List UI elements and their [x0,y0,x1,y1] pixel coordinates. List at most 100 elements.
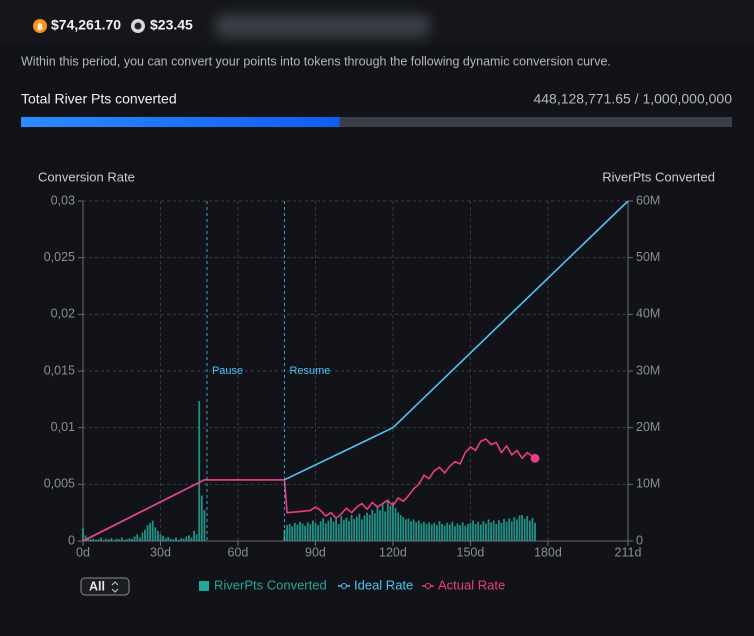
bar [311,520,314,541]
bar [373,513,376,541]
bar [415,522,418,541]
bar [516,519,518,541]
bar [423,521,425,541]
bar [195,534,198,541]
legend-label: RiverPts Converted [214,577,327,592]
bar [126,539,128,541]
bar [337,524,340,541]
bar [407,518,410,541]
bar [420,523,423,541]
bar [95,539,97,541]
bar [291,526,294,541]
y-tick-label: 0,02 [51,307,75,321]
bar [503,518,505,541]
y2-tick-label: 50M [636,250,660,264]
bar [299,521,301,541]
bar [314,522,317,541]
bar [82,528,84,541]
x-tick-label: 90d [305,545,326,559]
legend-label: Actual Rate [438,577,505,592]
y-tick-label: 0,015 [44,363,75,377]
progress-text: 448,128,771.65 / 1,000,000,000 [533,91,732,107]
legend-swatch [199,581,209,591]
bar [319,521,322,541]
bar [322,518,325,541]
bar [410,521,412,541]
bar [428,522,431,541]
x-tick-label: 60d [228,545,249,559]
bar [110,538,113,541]
selector-value[interactable]: All [89,579,105,593]
x-tick-label: 180d [534,545,562,559]
bar [363,515,366,541]
bar [128,538,131,541]
bar [508,518,511,541]
bar [115,538,118,541]
bar [531,517,534,541]
annotation-label: Pause [212,365,243,377]
bar [381,503,384,541]
bar [389,505,392,541]
y2-tick-label: 10M [636,477,660,491]
x-tick-label: 150d [457,545,485,559]
bar [203,509,206,541]
bar [379,510,381,541]
bar [133,536,136,541]
bar [500,522,503,541]
bar [451,521,454,541]
bar [136,534,139,541]
bar [107,539,110,541]
bar [157,530,159,541]
bar [474,524,477,541]
btc-icon-glyph: ฿ [37,21,43,31]
y-tick-label: 0,025 [44,250,75,264]
bar [348,521,350,541]
blurred-content [215,14,430,38]
bar [392,502,394,541]
bar [327,520,330,541]
x-tick-label: 120d [379,545,407,559]
bar [131,538,133,541]
bar [461,522,464,541]
bar [345,517,348,541]
bar [438,521,441,541]
description: Within this period, you can convert your… [21,54,611,68]
bar [510,521,513,541]
bar [355,516,358,541]
bar [162,535,164,541]
range-selector[interactable]: All [80,577,130,596]
bar [193,530,195,541]
y-axis-title: Conversion Rate [38,169,135,184]
bar [479,524,482,541]
bar [164,538,167,541]
bar [435,525,438,541]
bar [441,524,443,541]
y2-tick-label: 0 [636,533,643,547]
bar [296,524,299,541]
bar [472,520,474,541]
bar [448,524,451,541]
bar [317,525,319,541]
bar [154,527,157,541]
selector-box[interactable] [80,577,130,596]
y2-tick-label: 20M [636,420,660,434]
bar [518,515,521,541]
bar [399,514,402,541]
y-tick-label: 0 [68,533,75,547]
bar [430,524,433,541]
bar [146,525,149,541]
bar [528,520,531,541]
bar [417,520,420,541]
bar [505,521,508,541]
bar [353,518,356,541]
bar [92,538,95,541]
bar [495,524,498,541]
bar [175,537,177,541]
bar [138,537,141,541]
bar [286,525,288,541]
y2-tick-label: 60M [636,193,660,207]
bar [190,537,193,541]
bar [513,517,516,541]
bar [366,512,369,541]
y-tick-label: 0,005 [44,477,75,491]
